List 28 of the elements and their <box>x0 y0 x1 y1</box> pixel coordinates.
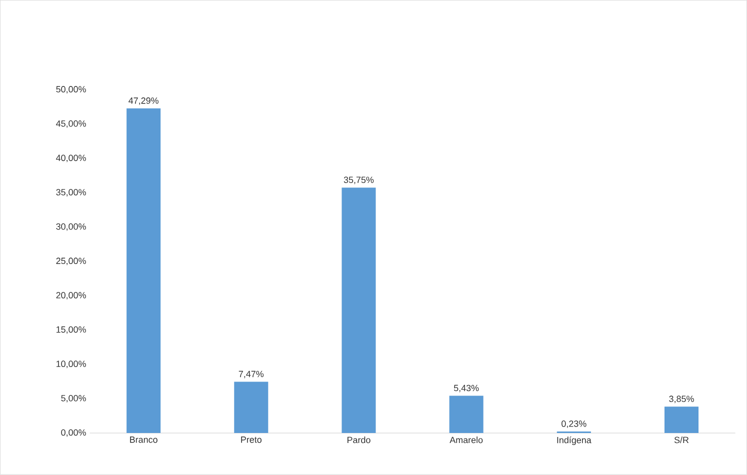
y-tick-label: 40,00% <box>56 154 86 162</box>
data-label: 47,29% <box>128 98 158 105</box>
y-tick-label: 25,00% <box>56 258 86 266</box>
bar <box>342 188 376 434</box>
data-label: 7,47% <box>238 370 264 378</box>
bar <box>664 406 699 434</box>
y-tick-label: 0,00% <box>61 429 86 437</box>
y-tick-label: 45,00% <box>56 120 86 128</box>
y-tick-label: 30,00% <box>56 223 86 231</box>
data-label: 3,85% <box>669 396 694 404</box>
x-tick-label: S/R <box>674 436 689 444</box>
y-tick-label: 20,00% <box>56 292 86 300</box>
data-label: 0,23% <box>562 420 586 428</box>
x-tick-label: Indígena <box>557 436 592 446</box>
bar <box>234 382 268 434</box>
data-label: 5,43% <box>454 384 479 392</box>
y-tick-label: 15,00% <box>56 326 86 334</box>
y-tick-label: 10,00% <box>56 360 86 368</box>
x-tick-label: Preto <box>241 436 262 443</box>
data-label: 35,75% <box>344 176 374 184</box>
y-tick-label: 5,00% <box>61 395 86 403</box>
x-tick-label: Amarelo <box>450 436 483 444</box>
x-tick-label: Pardo <box>348 436 370 444</box>
y-tick-label: 35,00% <box>56 189 86 197</box>
bar <box>449 396 484 434</box>
bar <box>126 108 161 434</box>
y-tick-label: 50,00% <box>56 86 86 94</box>
x-tick-label: Branco <box>130 436 158 443</box>
